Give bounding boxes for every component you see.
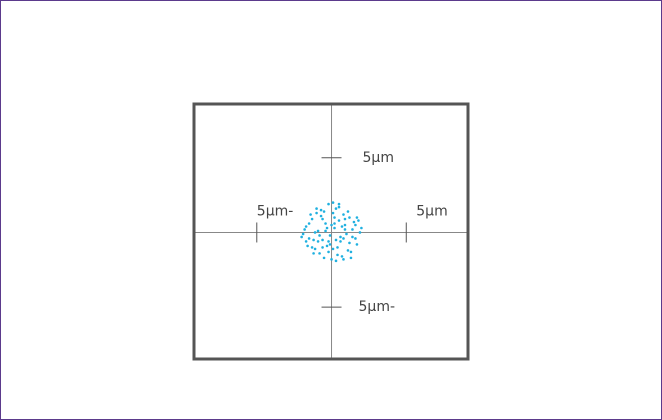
spot-point (331, 247, 335, 251)
spot-point (316, 240, 320, 243)
spot-point (349, 256, 353, 260)
spot-point (339, 235, 342, 239)
spot-point (325, 226, 329, 230)
spot-point (331, 211, 335, 215)
spot-point (315, 211, 318, 215)
spot-point (354, 237, 357, 240)
spot-point (304, 225, 308, 228)
spot-point (333, 222, 336, 225)
spot-point (352, 220, 356, 224)
spot-point (319, 214, 323, 218)
spot-point (337, 202, 341, 206)
spot-point (333, 226, 336, 230)
spot-point (318, 252, 321, 255)
spot-point (303, 228, 306, 231)
spot-point (310, 246, 314, 249)
spot-point (300, 235, 303, 239)
spot-point (336, 253, 339, 257)
spot-point (355, 243, 359, 246)
spot-point (327, 202, 330, 206)
spot-point (358, 231, 362, 234)
spot-point (324, 222, 327, 225)
spot-point (328, 243, 332, 246)
spot-point (334, 207, 338, 210)
spot-point (312, 252, 315, 255)
spot-point (331, 201, 335, 204)
spot-point (334, 259, 338, 263)
spot-point (321, 238, 324, 242)
spot-point (304, 240, 308, 243)
spot-point (330, 223, 333, 227)
spot-point (354, 223, 357, 227)
spot-point (333, 216, 336, 219)
spot-point (357, 219, 360, 222)
spot-point (337, 205, 341, 209)
spot-point (348, 216, 351, 219)
spot-point (346, 210, 350, 213)
spot-point (307, 237, 311, 240)
spot-point (343, 223, 347, 227)
spot-point (336, 246, 339, 249)
spot-point (346, 249, 350, 252)
spot-point (327, 250, 330, 254)
spot-point (316, 229, 320, 233)
spot-point (340, 225, 344, 228)
spot-point (351, 228, 354, 231)
spot-point (328, 234, 332, 237)
plot-frame (192, 102, 470, 361)
spot-point (313, 231, 317, 234)
spot-point (324, 229, 327, 233)
spot-point (307, 222, 311, 225)
spot-point (312, 238, 315, 242)
spot-point (322, 210, 326, 213)
spot-point (322, 256, 326, 260)
spot-point (342, 258, 345, 261)
spot-point (325, 244, 329, 248)
spot-point (355, 216, 359, 219)
x-tick-label: 5μm (416, 203, 447, 219)
spot-point (351, 235, 354, 239)
spot-point (315, 207, 318, 210)
spot-point (342, 213, 345, 216)
spot-point (343, 228, 347, 231)
spot-point (321, 217, 324, 221)
spot-point (301, 232, 305, 236)
spot-point (345, 232, 348, 236)
spot-point (330, 258, 333, 261)
spot-point (334, 238, 338, 242)
spot-point (321, 246, 324, 249)
spot-point (337, 219, 341, 222)
spot-point (349, 250, 353, 254)
spot-point (343, 217, 347, 221)
y-tick-label: 5μm (363, 150, 394, 166)
spot-point (318, 234, 321, 237)
spot-point (309, 213, 312, 216)
spot-point (342, 237, 345, 240)
spot-point (327, 240, 330, 243)
spot-point (348, 241, 351, 245)
spot-point (340, 255, 344, 258)
spot-point (306, 244, 309, 248)
spot-point (339, 240, 342, 243)
spot-point (313, 247, 317, 251)
spot-point (360, 226, 363, 230)
x-tick-label: 5μm- (257, 203, 294, 219)
spot-point (319, 208, 323, 212)
y-tick-label: 5μm- (359, 299, 396, 315)
spot-point (310, 217, 314, 221)
